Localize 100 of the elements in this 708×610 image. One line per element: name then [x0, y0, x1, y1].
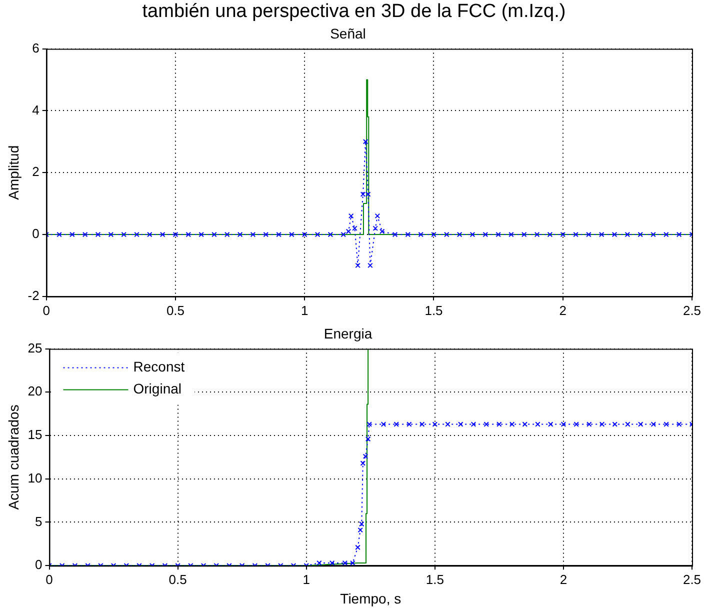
point	[431, 232, 436, 238]
point	[612, 232, 618, 238]
point	[419, 422, 425, 427]
point	[250, 232, 256, 238]
point	[586, 422, 592, 427]
point	[522, 232, 527, 238]
y-axis-title: Acum cuadrados	[5, 404, 22, 510]
point	[509, 422, 515, 427]
y-tick-label: 25	[28, 340, 42, 356]
point	[360, 192, 366, 197]
point	[444, 232, 450, 238]
point	[394, 422, 399, 427]
point	[535, 422, 540, 427]
point	[624, 232, 630, 238]
y-tick-label: 2	[32, 164, 40, 180]
point	[599, 422, 605, 427]
point	[676, 422, 682, 427]
x-tick-label: 1	[302, 572, 310, 587]
point	[147, 232, 152, 238]
point	[560, 422, 566, 427]
text: también una perspectiva en 3D de la FCC (m.Izq.)	[141, 0, 567, 24]
point	[352, 226, 358, 231]
y-tick-label: 4	[32, 102, 40, 118]
point	[508, 232, 514, 238]
point	[612, 422, 618, 427]
point	[379, 228, 385, 234]
point	[328, 232, 334, 238]
point	[56, 232, 62, 238]
x-tick-label: 0	[46, 572, 53, 587]
point	[134, 232, 140, 238]
point	[650, 232, 656, 238]
point	[263, 232, 268, 238]
chart-title: Energia	[324, 325, 372, 342]
point	[160, 232, 166, 238]
y-axis-title: Amplitud	[5, 145, 22, 200]
x-tick-label: 0.5	[166, 302, 185, 318]
x-axis-title: Tiempo, s	[340, 590, 402, 606]
point	[484, 422, 489, 427]
x-tick-label: 0.5	[168, 572, 187, 587]
point	[70, 232, 75, 238]
point	[340, 232, 346, 238]
point	[405, 232, 411, 238]
point	[432, 422, 438, 427]
x-tick-label: 1.5	[426, 572, 444, 587]
point	[360, 460, 366, 466]
x-tick-label: 1	[301, 302, 308, 318]
point	[346, 228, 352, 234]
point	[664, 232, 669, 238]
x-tick-label: 2.5	[682, 572, 702, 587]
point	[560, 232, 566, 238]
point	[418, 232, 424, 238]
legend-label: Reconst	[133, 358, 185, 375]
x-tick-label: 1.5	[424, 302, 443, 318]
point	[224, 232, 230, 238]
point	[574, 422, 579, 427]
point	[458, 422, 464, 427]
point	[522, 422, 528, 427]
point	[350, 560, 356, 566]
x-tick-label: 2.5	[682, 302, 702, 318]
x-tick-label: 2	[559, 302, 566, 318]
y-tick-label: 6	[32, 40, 40, 56]
point	[598, 232, 604, 238]
point	[445, 422, 450, 427]
point	[534, 232, 540, 238]
point	[664, 422, 669, 427]
point	[365, 436, 371, 442]
point	[355, 544, 360, 550]
y-tick-label: 15	[28, 427, 42, 442]
point	[548, 422, 554, 427]
point	[276, 232, 282, 238]
y-tick-label: 5	[35, 514, 42, 529]
point	[108, 232, 114, 238]
point	[362, 454, 368, 459]
y-tick-label: -2	[28, 288, 40, 303]
point	[650, 422, 656, 427]
point	[366, 422, 372, 427]
point	[329, 560, 335, 566]
point	[392, 232, 398, 238]
point	[470, 232, 476, 238]
point	[496, 232, 501, 238]
point	[212, 232, 217, 238]
point	[406, 422, 412, 427]
point	[496, 422, 502, 427]
point	[638, 422, 644, 427]
point	[95, 232, 101, 238]
point	[362, 139, 368, 144]
point	[380, 422, 386, 427]
point	[456, 232, 462, 238]
point	[638, 232, 643, 238]
x-tick-label: 2	[560, 572, 568, 587]
point	[374, 213, 380, 219]
point	[82, 232, 88, 238]
point	[470, 422, 476, 427]
point	[172, 232, 178, 238]
point	[348, 213, 354, 219]
point	[372, 226, 378, 231]
point	[186, 232, 192, 238]
chart-title: Señal	[330, 25, 366, 42]
point	[302, 232, 308, 238]
point	[121, 232, 126, 238]
